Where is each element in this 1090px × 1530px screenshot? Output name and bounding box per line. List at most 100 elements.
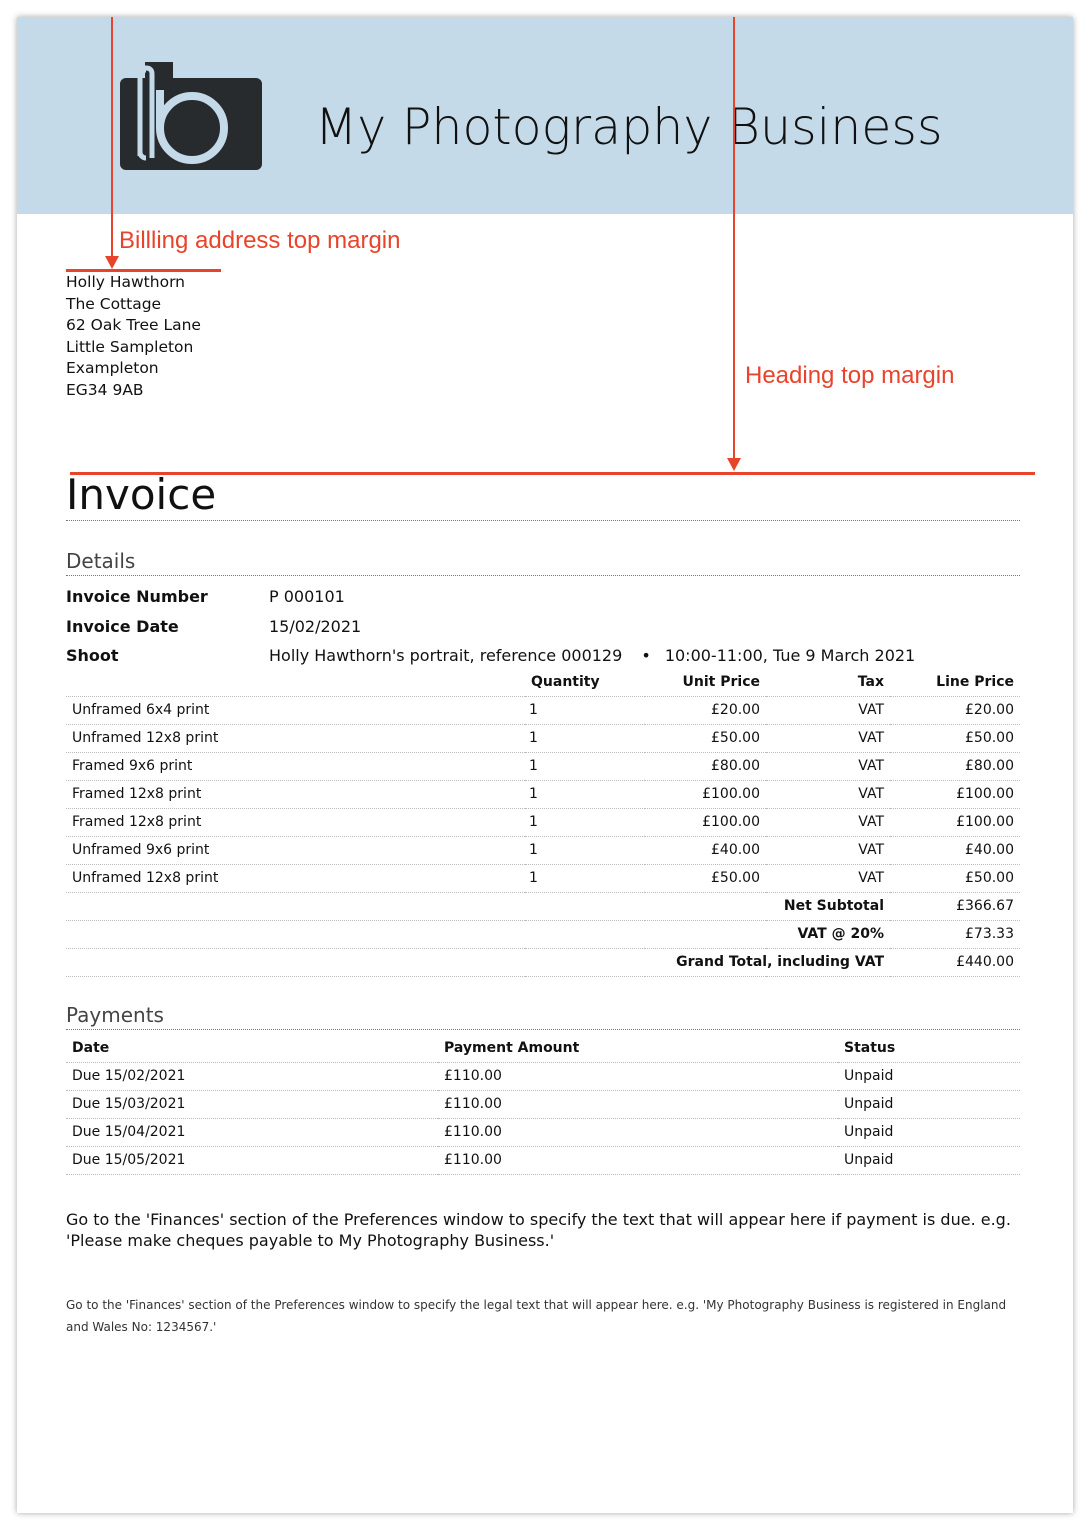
arrow-down-icon xyxy=(727,458,741,471)
divider xyxy=(66,1029,1020,1030)
line-price: £40.00 xyxy=(890,836,1020,865)
totals-row: Grand Total, including VAT £440.00 xyxy=(66,948,1020,977)
quantity: 1 xyxy=(525,864,645,893)
invoice-date: 15/02/2021 xyxy=(269,617,362,636)
address-line: 62 Oak Tree Lane xyxy=(66,316,201,334)
amount: £110.00 xyxy=(438,1118,838,1147)
col-line-price: Line Price xyxy=(890,668,1020,697)
payments-table: Date Payment Amount Status Due 15/02/202… xyxy=(66,1034,1020,1175)
col-description xyxy=(66,668,525,697)
amount: £110.00 xyxy=(438,1062,838,1091)
tax: VAT xyxy=(766,808,890,837)
legal-note: Go to the 'Finances' section of the Pref… xyxy=(66,1298,1007,1334)
annotation-line xyxy=(111,17,113,262)
line-price: £50.00 xyxy=(890,864,1020,893)
line-price: £50.00 xyxy=(890,724,1020,753)
table-header: Date Payment Amount Status xyxy=(66,1034,1020,1063)
status: Unpaid xyxy=(838,1090,1020,1119)
col-quantity: Quantity xyxy=(525,668,645,697)
payments-heading: Payments xyxy=(66,1003,164,1027)
table-row: Unframed 9x6 print 1 £40.00 VAT £40.00 xyxy=(66,836,1020,865)
logo-camera-icon xyxy=(120,62,262,170)
label: Invoice Date xyxy=(66,617,179,636)
col-date: Date xyxy=(66,1034,438,1063)
line-price: £20.00 xyxy=(890,696,1020,725)
description: Unframed 12x8 print xyxy=(66,864,525,893)
table-row: Unframed 12x8 print 1 £50.00 VAT £50.00 xyxy=(66,864,1020,893)
due-date: Due 15/03/2021 xyxy=(66,1090,438,1119)
items-table: Quantity Unit Price Tax Line Price Unfra… xyxy=(66,668,1020,977)
total-label: Grand Total, including VAT xyxy=(66,948,890,977)
quantity: 1 xyxy=(525,752,645,781)
page-title: Invoice xyxy=(66,470,217,519)
due-date: Due 15/05/2021 xyxy=(66,1146,438,1175)
label: Shoot xyxy=(66,646,119,665)
invoice-number-row: Invoice Number P 000101 xyxy=(66,587,345,606)
annotation-line xyxy=(70,472,1035,475)
description: Unframed 6x4 print xyxy=(66,696,525,725)
arrow-down-icon xyxy=(105,256,119,269)
annotation-line xyxy=(66,269,221,272)
shoot-row: Shoot Holly Hawthorn's portrait, referenc… xyxy=(66,646,915,665)
address-line: Holly Hawthorn xyxy=(66,273,185,291)
col-status: Status xyxy=(838,1034,1020,1063)
address-line: Exampleton xyxy=(66,359,159,377)
col-unit-price: Unit Price xyxy=(645,668,766,697)
total-label: Net Subtotal xyxy=(66,892,890,921)
line-price: £80.00 xyxy=(890,752,1020,781)
table-row: Framed 9x6 print 1 £80.00 VAT £80.00 xyxy=(66,752,1020,781)
table-row: Due 15/05/2021 £110.00 Unpaid xyxy=(66,1146,1020,1175)
tax: VAT xyxy=(766,780,890,809)
description: Framed 12x8 print xyxy=(66,808,525,837)
quantity: 1 xyxy=(525,808,645,837)
col-tax: Tax xyxy=(766,668,890,697)
total-value: £440.00 xyxy=(890,948,1020,977)
table-row: Framed 12x8 print 1 £100.00 VAT £100.00 xyxy=(66,808,1020,837)
total-value: £366.67 xyxy=(890,892,1020,921)
shoot: Holly Hawthorn's portrait, reference 000… xyxy=(269,646,623,665)
details-heading: Details xyxy=(66,549,136,573)
billing-address: Holly Hawthorn The Cottage 62 Oak Tree L… xyxy=(66,272,201,401)
status: Unpaid xyxy=(838,1118,1020,1147)
quantity: 1 xyxy=(525,836,645,865)
line-price: £100.00 xyxy=(890,780,1020,809)
quantity: 1 xyxy=(525,724,645,753)
total-label: VAT @ 20% xyxy=(66,920,890,949)
tax: VAT xyxy=(766,864,890,893)
table-row: Due 15/04/2021 £110.00 Unpaid xyxy=(66,1118,1020,1147)
quantity: 1 xyxy=(525,780,645,809)
table-row: Unframed 12x8 print 1 £50.00 VAT £50.00 xyxy=(66,724,1020,753)
annotation-line xyxy=(733,17,735,462)
address-line: Little Sampleton xyxy=(66,337,194,356)
line-price: £100.00 xyxy=(890,808,1020,837)
divider xyxy=(66,520,1020,521)
unit-price: £80.00 xyxy=(645,752,766,781)
annotation-heading: Heading top margin xyxy=(745,362,955,389)
payment-note: Go to the 'Finances' section of the Pref… xyxy=(66,1210,1011,1250)
address-line: The Cottage xyxy=(66,294,162,313)
status: Unpaid xyxy=(838,1062,1020,1091)
unit-price: £50.00 xyxy=(645,724,766,753)
tax: VAT xyxy=(766,836,890,865)
table-row: Unframed 6x4 print 1 £20.00 VAT £20.00 xyxy=(66,696,1020,725)
business-name: My Photography Business xyxy=(315,98,943,156)
description: Framed 9x6 print xyxy=(66,752,525,781)
tax: VAT xyxy=(766,696,890,725)
quantity: 1 xyxy=(525,696,645,725)
description: Unframed 9x6 print xyxy=(66,836,525,865)
table-header: Quantity Unit Price Tax Line Price xyxy=(66,668,1020,697)
status: Unpaid xyxy=(838,1146,1020,1175)
annotation-billing: Billling address top margin xyxy=(119,227,401,254)
due-date: Due 15/04/2021 xyxy=(66,1118,438,1147)
unit-price: £100.00 xyxy=(645,808,766,837)
amount: £110.00 xyxy=(438,1090,838,1119)
divider xyxy=(66,575,1020,576)
shoot-time: 10:00-11:00, Tue 9 March 2021 xyxy=(664,646,916,665)
tax: VAT xyxy=(766,752,890,781)
unit-price: £40.00 xyxy=(645,836,766,865)
unit-price: £20.00 xyxy=(645,696,766,725)
table-row: Due 15/03/2021 £110.00 Unpaid xyxy=(66,1090,1020,1119)
invoice-date-row: Invoice Date 15/02/2021 xyxy=(66,617,361,636)
totals-row: Net Subtotal £366.67 xyxy=(66,892,1020,921)
table-row: Due 15/02/2021 £110.00 Unpaid xyxy=(66,1062,1020,1091)
